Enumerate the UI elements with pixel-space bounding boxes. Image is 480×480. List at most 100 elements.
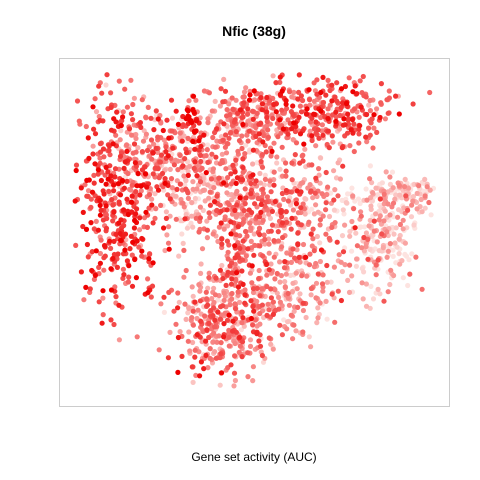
cell-point [185, 195, 191, 201]
cell-point [381, 218, 387, 224]
cell-point [138, 183, 144, 189]
cell-point [329, 291, 335, 297]
cell-point [297, 160, 303, 166]
cell-point [290, 111, 296, 118]
cell-point [118, 237, 124, 243]
cell-point [118, 122, 124, 129]
cell-point [323, 207, 329, 213]
cell-point [350, 193, 356, 199]
cell-point [320, 272, 326, 278]
cell-point [165, 192, 171, 198]
cell-point [371, 228, 377, 234]
cell-point [183, 186, 189, 192]
cell-point [151, 127, 157, 133]
chart-title: Nfic (38g) [222, 23, 286, 39]
cell-point [384, 254, 390, 260]
cell-point [384, 229, 390, 235]
cell-point [250, 116, 256, 122]
cell-point [234, 202, 240, 208]
cell-point [170, 145, 176, 151]
cell-point [218, 351, 224, 357]
cell-point [387, 281, 393, 288]
cell-point [114, 109, 120, 115]
cell-point [306, 334, 312, 340]
cell-point [329, 133, 335, 139]
cell-point [91, 276, 97, 282]
cell-point [215, 238, 221, 244]
cell-point [297, 103, 303, 109]
cell-point [364, 111, 370, 118]
cell-point [268, 189, 274, 195]
cell-point [249, 280, 255, 286]
cell-point [389, 169, 396, 175]
cell-point [244, 233, 250, 239]
cell-point [242, 300, 248, 306]
cell-point [250, 286, 257, 292]
cell-point [169, 115, 176, 121]
cell-point [250, 303, 256, 310]
cell-point [333, 118, 339, 124]
cell-point [356, 131, 362, 137]
cell-point [338, 297, 344, 304]
cell-point [268, 153, 274, 159]
cell-point [409, 202, 415, 208]
cell-point [224, 207, 230, 213]
cell-point [226, 101, 232, 107]
cell-point [158, 301, 164, 307]
cell-point [95, 171, 101, 177]
cell-point [127, 186, 133, 192]
cell-point [105, 176, 111, 182]
cell-point [220, 271, 226, 277]
cell-point [181, 173, 187, 179]
cell-point [139, 235, 145, 242]
cell-point [174, 178, 180, 184]
cell-point [349, 273, 355, 279]
cell-point [144, 147, 151, 154]
cell-point [290, 246, 296, 252]
cell-point [302, 146, 308, 152]
cell-point [176, 253, 182, 259]
cell-point [290, 103, 296, 109]
cell-point [223, 166, 229, 172]
cell-point [320, 288, 326, 294]
cell-point [329, 82, 335, 88]
cell-point [284, 219, 290, 225]
cell-point [131, 225, 137, 231]
cell-point [250, 108, 256, 114]
cell-point [313, 280, 320, 286]
cell-point [124, 178, 130, 184]
cell-point [234, 175, 240, 181]
cell-point [229, 197, 235, 203]
cell-point [331, 197, 337, 203]
cell-point [177, 152, 183, 158]
cell-point [122, 247, 128, 253]
cell-point [351, 121, 357, 127]
cell-point [416, 183, 422, 189]
cell-point [234, 270, 240, 276]
cell-point [83, 284, 89, 290]
cell-point [253, 178, 259, 184]
cell-point [232, 169, 238, 175]
cell-point [100, 312, 106, 318]
cell-point [104, 72, 110, 78]
cell-point [316, 172, 322, 178]
cell-point [212, 292, 219, 298]
cell-point [323, 231, 329, 237]
cell-point [308, 285, 314, 292]
cell-point [258, 201, 264, 207]
cell-point [257, 170, 263, 177]
cell-point [360, 73, 366, 80]
cell-point [230, 318, 236, 324]
cell-point [229, 95, 235, 101]
cell-point [203, 170, 209, 176]
cell-point [278, 130, 284, 136]
cell-point [210, 231, 216, 237]
cell-point [122, 159, 128, 165]
cell-point [182, 301, 188, 307]
cell-point [214, 126, 220, 132]
cell-point [226, 202, 232, 208]
cell-point [255, 195, 261, 202]
cell-point [250, 161, 256, 167]
cell-point [250, 364, 256, 370]
cell-point [120, 109, 126, 115]
